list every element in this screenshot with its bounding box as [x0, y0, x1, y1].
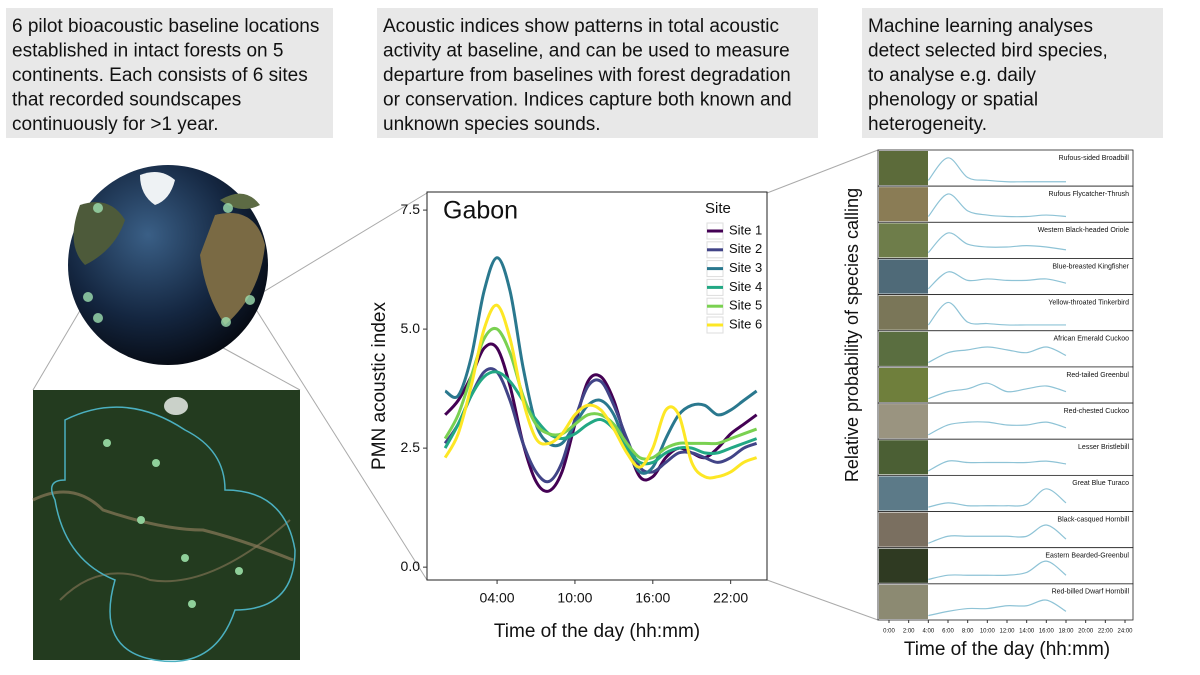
series-line: [928, 524, 1067, 544]
facet-label: Western Black-headed Oriole: [1038, 227, 1129, 234]
facet-label: Yellow-throated Tinkerbird: [1048, 299, 1129, 306]
legend-label: Site 1: [729, 222, 762, 237]
x-tick-label: 8:00: [962, 629, 974, 635]
x-tick-label: 14:00: [1019, 629, 1035, 635]
facet-label: Black-casqued Hornbill: [1057, 516, 1129, 523]
y-tick-label: 7.5: [401, 201, 421, 217]
x-tick-label: 2:00: [903, 629, 915, 635]
series-line: [928, 346, 1067, 364]
facet-label: Red-billed Dwarf Hornbill: [1052, 589, 1130, 596]
facet-label: Rufous Flycatcher-Thrush: [1048, 191, 1129, 198]
bird-photo: [879, 512, 928, 547]
x-tick-label: 16:00: [635, 590, 670, 606]
x-tick-label: 24:00: [1117, 629, 1133, 635]
legend-title: Site: [705, 200, 731, 217]
legend-label: Site 4: [729, 279, 762, 294]
y-axis-label: Relative probability of species calling: [842, 188, 862, 482]
bird-photo: [879, 367, 928, 403]
facet-label: Eastern Bearded-Greenbul: [1045, 553, 1129, 560]
bird-photo: [879, 151, 928, 186]
panel-text: departure from baselines with forest deg…: [383, 65, 791, 86]
panel-text: Acoustic indices show patterns in total …: [383, 16, 779, 37]
text-box: [6, 8, 333, 138]
series-line: [928, 460, 1067, 472]
bird-photo: [879, 331, 928, 366]
series-line: [927, 157, 1067, 183]
x-axis-label: Time of the day (hh:mm): [904, 639, 1110, 660]
series-line: [927, 271, 1067, 290]
x-tick-label: 04:00: [480, 590, 515, 606]
text-box: [862, 8, 1163, 138]
legend-label: Site 6: [729, 316, 762, 331]
x-tick-label: 16:00: [1039, 629, 1055, 635]
panel-text: 6 pilot bioacoustic baseline locations: [12, 16, 319, 37]
series-line: [928, 488, 1067, 508]
panel-text: Machine learning analyses: [868, 16, 1093, 37]
series-line: [927, 193, 1067, 218]
series-line: [928, 599, 1067, 617]
site-map: [32, 390, 300, 663]
series-line: [928, 421, 1067, 436]
x-tick-label: 10:00: [557, 590, 592, 606]
bird-photo: [879, 223, 928, 258]
panel-text: to analyse e.g. daily: [868, 65, 1036, 86]
bird-photo: [879, 187, 928, 222]
text-box: [377, 8, 818, 138]
y-tick-label: 5.0: [401, 320, 421, 336]
chart-title: Gabon: [443, 197, 518, 225]
x-axis-label: Time of the day (hh:mm): [494, 621, 700, 642]
globe: [68, 165, 268, 365]
facet-label: African Emerald Cuckoo: [1054, 336, 1130, 343]
x-tick-label: 18:00: [1058, 629, 1074, 635]
facet-label: Red-chested Cuckoo: [1064, 408, 1129, 415]
series-line: [443, 326, 758, 461]
x-tick-label: 12:00: [999, 629, 1015, 635]
bird-photo: [879, 476, 928, 511]
x-tick-label: 20:00: [1078, 629, 1094, 635]
x-tick-label: 10:00: [980, 629, 996, 635]
series-line: [927, 301, 1066, 326]
panel-text: or conservation. Indices capture both kn…: [383, 90, 792, 111]
panel-text: that recorded soundscapes: [12, 90, 241, 111]
facet-label: Rufous-sided Broadbill: [1059, 155, 1130, 162]
series-line: [443, 303, 758, 480]
x-tick-label: 22:00: [1098, 629, 1114, 635]
facet-label: Lesser Bristlebill: [1078, 444, 1129, 451]
x-tick-label: 0:00: [883, 629, 895, 635]
series-line: [927, 232, 1067, 254]
bird-photo: [879, 404, 928, 439]
bird-photo: [879, 295, 928, 330]
panel-text: continuously for >1 year.: [12, 114, 219, 135]
bird-photo: [879, 259, 928, 294]
panel-text: heterogeneity.: [868, 114, 987, 135]
panel-text: continents. Each consists of 6 sites: [12, 65, 308, 86]
series-line: [443, 370, 758, 466]
panel-text: established in intact forests on 5: [12, 41, 283, 62]
x-tick-label: 6:00: [942, 629, 954, 635]
bird-photo: [879, 584, 928, 619]
x-tick-label: 22:00: [713, 590, 748, 606]
facet-label: Great Blue Turaco: [1072, 480, 1129, 487]
panel-text: unknown species sounds.: [383, 114, 601, 135]
y-tick-label: 2.5: [401, 439, 421, 455]
x-tick-label: 4:00: [922, 629, 934, 635]
legend-label: Site 3: [729, 260, 762, 275]
series-line: [928, 560, 1067, 581]
panel-text: activity at baseline, and can be used to…: [383, 41, 790, 62]
bird-photo: [879, 440, 928, 475]
facet-label: Blue-breasted Kingfisher: [1052, 263, 1129, 270]
legend-label: Site 2: [729, 241, 762, 256]
series-line: [928, 382, 1067, 400]
panel-text: detect selected bird species,: [868, 41, 1108, 62]
bird-photo: [879, 548, 928, 583]
y-tick-label: 0.0: [401, 558, 421, 574]
legend-label: Site 5: [729, 298, 762, 313]
panel-text: phenology or spatial: [868, 90, 1038, 111]
facet-label: Red-tailed Greenbul: [1066, 372, 1129, 379]
series-line: [444, 256, 758, 475]
y-axis-label: PMN acoustic index: [369, 302, 390, 470]
